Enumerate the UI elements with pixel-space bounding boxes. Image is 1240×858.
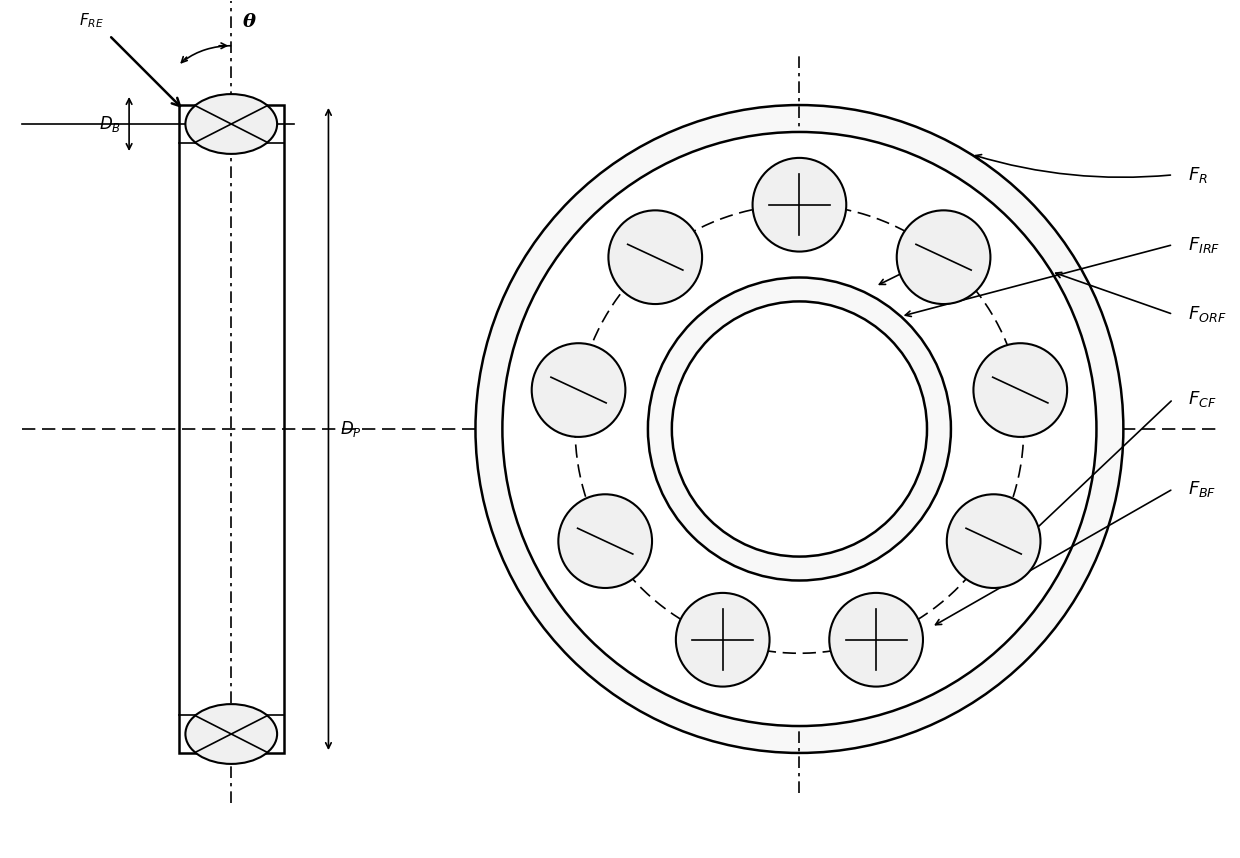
Circle shape	[676, 593, 770, 686]
Ellipse shape	[186, 704, 277, 764]
Text: $D_B$: $D_B$	[99, 114, 122, 134]
Text: θ: θ	[243, 13, 255, 31]
Circle shape	[897, 210, 991, 304]
Text: $F_{IRF}$: $F_{IRF}$	[1188, 234, 1220, 255]
Circle shape	[649, 277, 951, 581]
Circle shape	[532, 343, 625, 437]
Circle shape	[753, 158, 846, 251]
Circle shape	[672, 301, 928, 557]
Circle shape	[502, 132, 1096, 726]
Circle shape	[973, 343, 1068, 437]
Text: $D_P$: $D_P$	[341, 419, 362, 439]
Ellipse shape	[186, 94, 277, 154]
Text: $F_{ORF}$: $F_{ORF}$	[1188, 305, 1226, 324]
Text: $F_{CF}$: $F_{CF}$	[1188, 389, 1216, 409]
Circle shape	[609, 210, 702, 304]
Circle shape	[830, 593, 923, 686]
Circle shape	[558, 494, 652, 588]
Text: $F_{BF}$: $F_{BF}$	[1188, 479, 1216, 498]
Text: $F_R$: $F_R$	[1188, 165, 1208, 184]
Circle shape	[475, 105, 1123, 753]
Circle shape	[947, 494, 1040, 588]
Text: $F_{RE}$: $F_{RE}$	[79, 12, 104, 30]
